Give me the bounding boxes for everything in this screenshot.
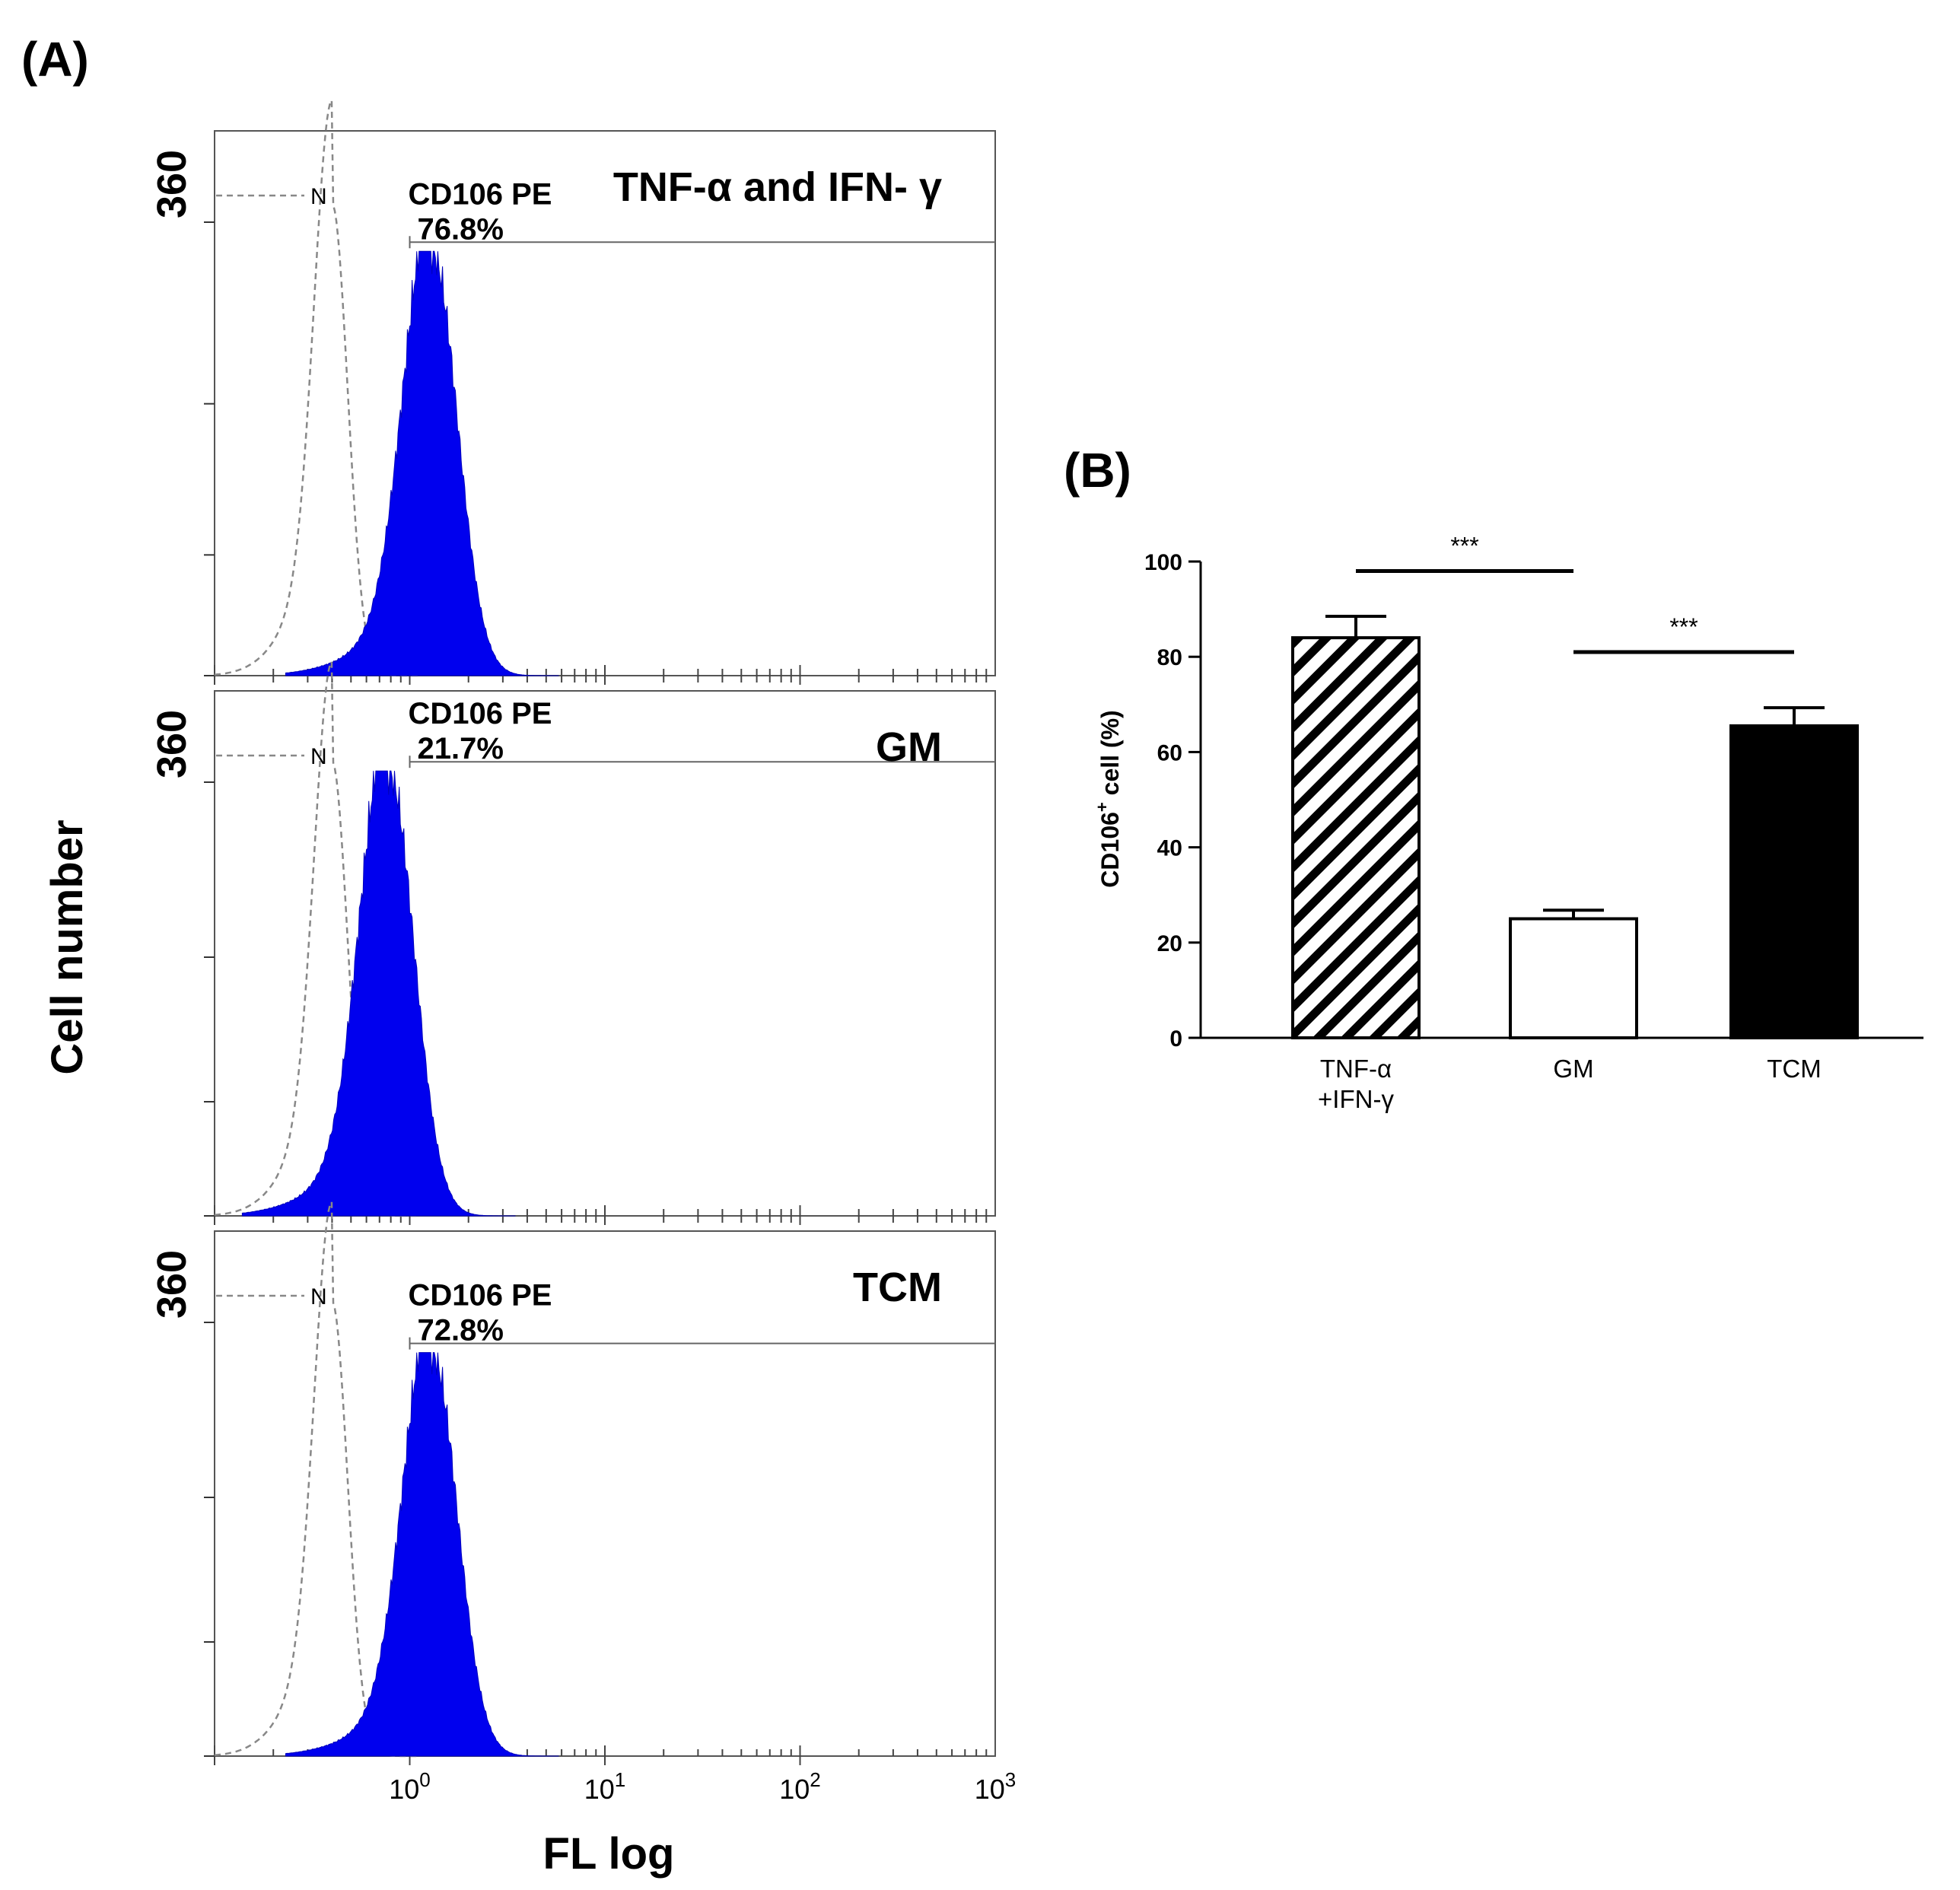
negative-legend-label: N [310,744,327,769]
plot-frame [214,1230,996,1757]
y-tick-label: 360 [149,710,195,778]
gate-percent-label: 72.8% [418,1314,504,1348]
significance-label: *** [1669,613,1698,641]
marker-label: CD106 PE [409,1279,552,1312]
x-tick-base: 10 [584,1774,615,1805]
y-tick-label: 40 [1157,836,1182,861]
x-tick-exponent: 1 [615,1768,625,1791]
y-tick-label: 60 [1157,740,1182,765]
negative-control-curve [214,1198,419,1758]
y-tick-label: 360 [149,150,195,218]
x-tick-label: 103 [975,1768,1017,1805]
x-tick-exponent: 2 [810,1768,820,1791]
significance-label: *** [1450,533,1478,560]
y-label-rest: cell (%) [1096,710,1124,802]
bar-chart: 0 20 40 60 80 100 CD106+ cell (%) TNF-α+IFN-γ GM… [1093,533,1923,1113]
y-label-superscript: + [1093,802,1112,812]
panel-b-label: (B) [1064,443,1131,498]
stained-histogram [241,770,516,1217]
histogram-panel-title: GM [876,724,942,770]
marker-label: CD106 PE [409,697,552,730]
negative-legend-label: N [310,184,327,209]
category-label: GM [1553,1055,1593,1083]
y-label-main: CD106 [1096,812,1124,888]
x-tick-exponent: 3 [1005,1768,1016,1791]
bar-y-axis-label: CD106+ cell (%) [1093,710,1124,887]
category-label: TNF-α [1320,1055,1392,1083]
x-tick-label: 102 [779,1768,821,1805]
plot-frame [214,130,996,676]
x-tick-base: 10 [975,1774,1005,1805]
panel-a-label: (A) [21,32,89,87]
x-tick-base: 10 [779,1774,810,1805]
negative-legend-label: N [310,1284,327,1309]
y-tick-label: 20 [1157,931,1182,956]
gate-percent-label: 21.7% [418,732,504,765]
bar [1291,636,1421,1039]
histogram-panel-title: TCM [853,1265,942,1310]
x-tick-label: 101 [584,1768,626,1805]
bar [1729,724,1859,1039]
marker-label: CD106 PE [409,177,552,211]
y-tick-label: 0 [1169,1026,1182,1052]
histogram-panel-title: TNF-α and IFN- γ [613,164,942,210]
category-label: TCM [1767,1055,1821,1083]
bar [1509,917,1638,1039]
gate-percent-label: 76.8% [418,212,504,246]
negative-control-curve [214,657,419,1217]
y-tick-label: 360 [149,1250,195,1319]
histogram-x-axis-label: FL log [543,1829,675,1879]
category-label-line2: +IFN-γ [1318,1085,1394,1113]
y-tick-label: 80 [1157,645,1182,670]
x-tick-exponent: 0 [419,1768,430,1791]
x-tick-label: 100 [389,1768,431,1805]
y-tick-label: 100 [1144,550,1182,575]
histogram-y-axis-label: Cell number [43,819,92,1074]
x-tick-base: 10 [389,1774,419,1805]
stained-histogram [285,1352,559,1757]
